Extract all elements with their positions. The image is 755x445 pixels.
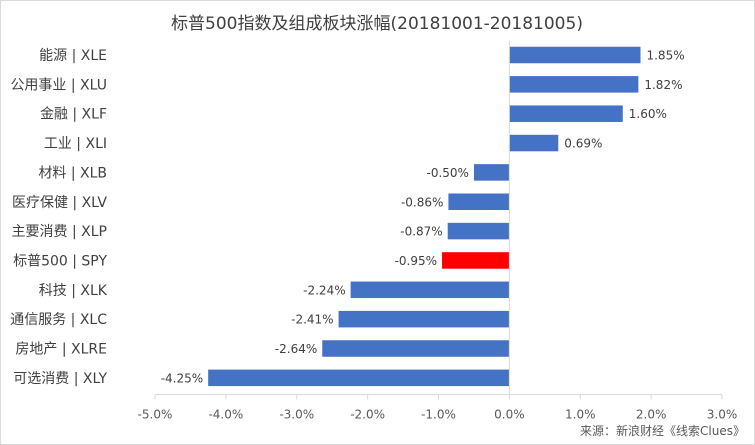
data-label-7: -0.95% [395, 254, 437, 268]
category-label-1: 公用事业 | XLU [10, 77, 107, 93]
bar-10 [322, 340, 510, 357]
x-tick-label-8: 3.0% [707, 408, 738, 422]
data-label-10: -2.64% [275, 342, 317, 356]
data-label-4: -0.50% [426, 166, 468, 180]
category-label-2: 金融 | XLF [40, 107, 107, 123]
bar-1 [509, 76, 639, 93]
category-label-5: 医疗保健 | XLV [12, 195, 107, 211]
category-label-0: 能源 | XLE [39, 48, 107, 64]
category-label-3: 工业 | XLI [44, 136, 107, 152]
category-label-9: 通信服务 | XLC [10, 312, 107, 328]
data-label-1: 1.82% [644, 78, 682, 92]
bar-7 [442, 252, 510, 269]
x-tick-label-5: 0.0% [494, 408, 525, 422]
x-tick-label-7: 2.0% [636, 408, 667, 422]
bars-layer [208, 46, 641, 387]
category-label-10: 房地产 | XLRE [15, 342, 107, 358]
data-label-9: -2.41% [291, 313, 333, 327]
x-tick-label-2: -3.0% [279, 408, 314, 422]
data-label-0: 1.85% [646, 49, 684, 63]
category-label-8: 科技 | XLK [39, 283, 108, 299]
labels-layer: 能源 | XLE 1.85% 公用事业 | XLU 1.82% 金融 | XLF 1.60… [10, 48, 684, 387]
bar-5 [448, 193, 510, 210]
bar-11 [208, 369, 510, 387]
x-tick-label-4: -1.0% [421, 408, 456, 422]
x-tick-label-6: 1.0% [565, 408, 596, 422]
category-label-6: 主要消费 | XLP [12, 224, 107, 240]
bar-6 [447, 222, 510, 240]
data-label-2: 1.60% [629, 107, 667, 121]
bar-4 [473, 164, 510, 181]
data-label-11: -4.25% [161, 371, 203, 385]
x-tick-label-1: -4.0% [208, 408, 243, 422]
bar-2 [509, 105, 623, 122]
data-label-3: 0.69% [564, 137, 602, 151]
bar-8 [350, 281, 510, 299]
data-label-8: -2.24% [303, 283, 345, 297]
data-label-6: -0.87% [400, 225, 442, 239]
bar-3 [509, 134, 559, 152]
data-label-5: -0.86% [401, 195, 443, 209]
bar-0 [509, 46, 641, 64]
category-label-4: 材料 | XLB [38, 165, 107, 181]
x-tick-label-3: -2.0% [350, 408, 385, 422]
chart-title: 标普500指数及组成板块涨幅(20181001-20181005) [171, 14, 583, 34]
category-label-7: 标普500 | SPY [13, 253, 107, 269]
category-label-11: 可选消费 | XLY [13, 371, 107, 387]
bar-9 [338, 310, 510, 328]
axis-layer: -5.0% -4.0% -3.0% -2.0% -1.0% 0.0% 1.0% 2.0% 3.0… [138, 40, 738, 422]
source-note: 来源：新浪财经《线索Clues》 [580, 423, 745, 438]
x-tick-label-0: -5.0% [138, 408, 173, 422]
